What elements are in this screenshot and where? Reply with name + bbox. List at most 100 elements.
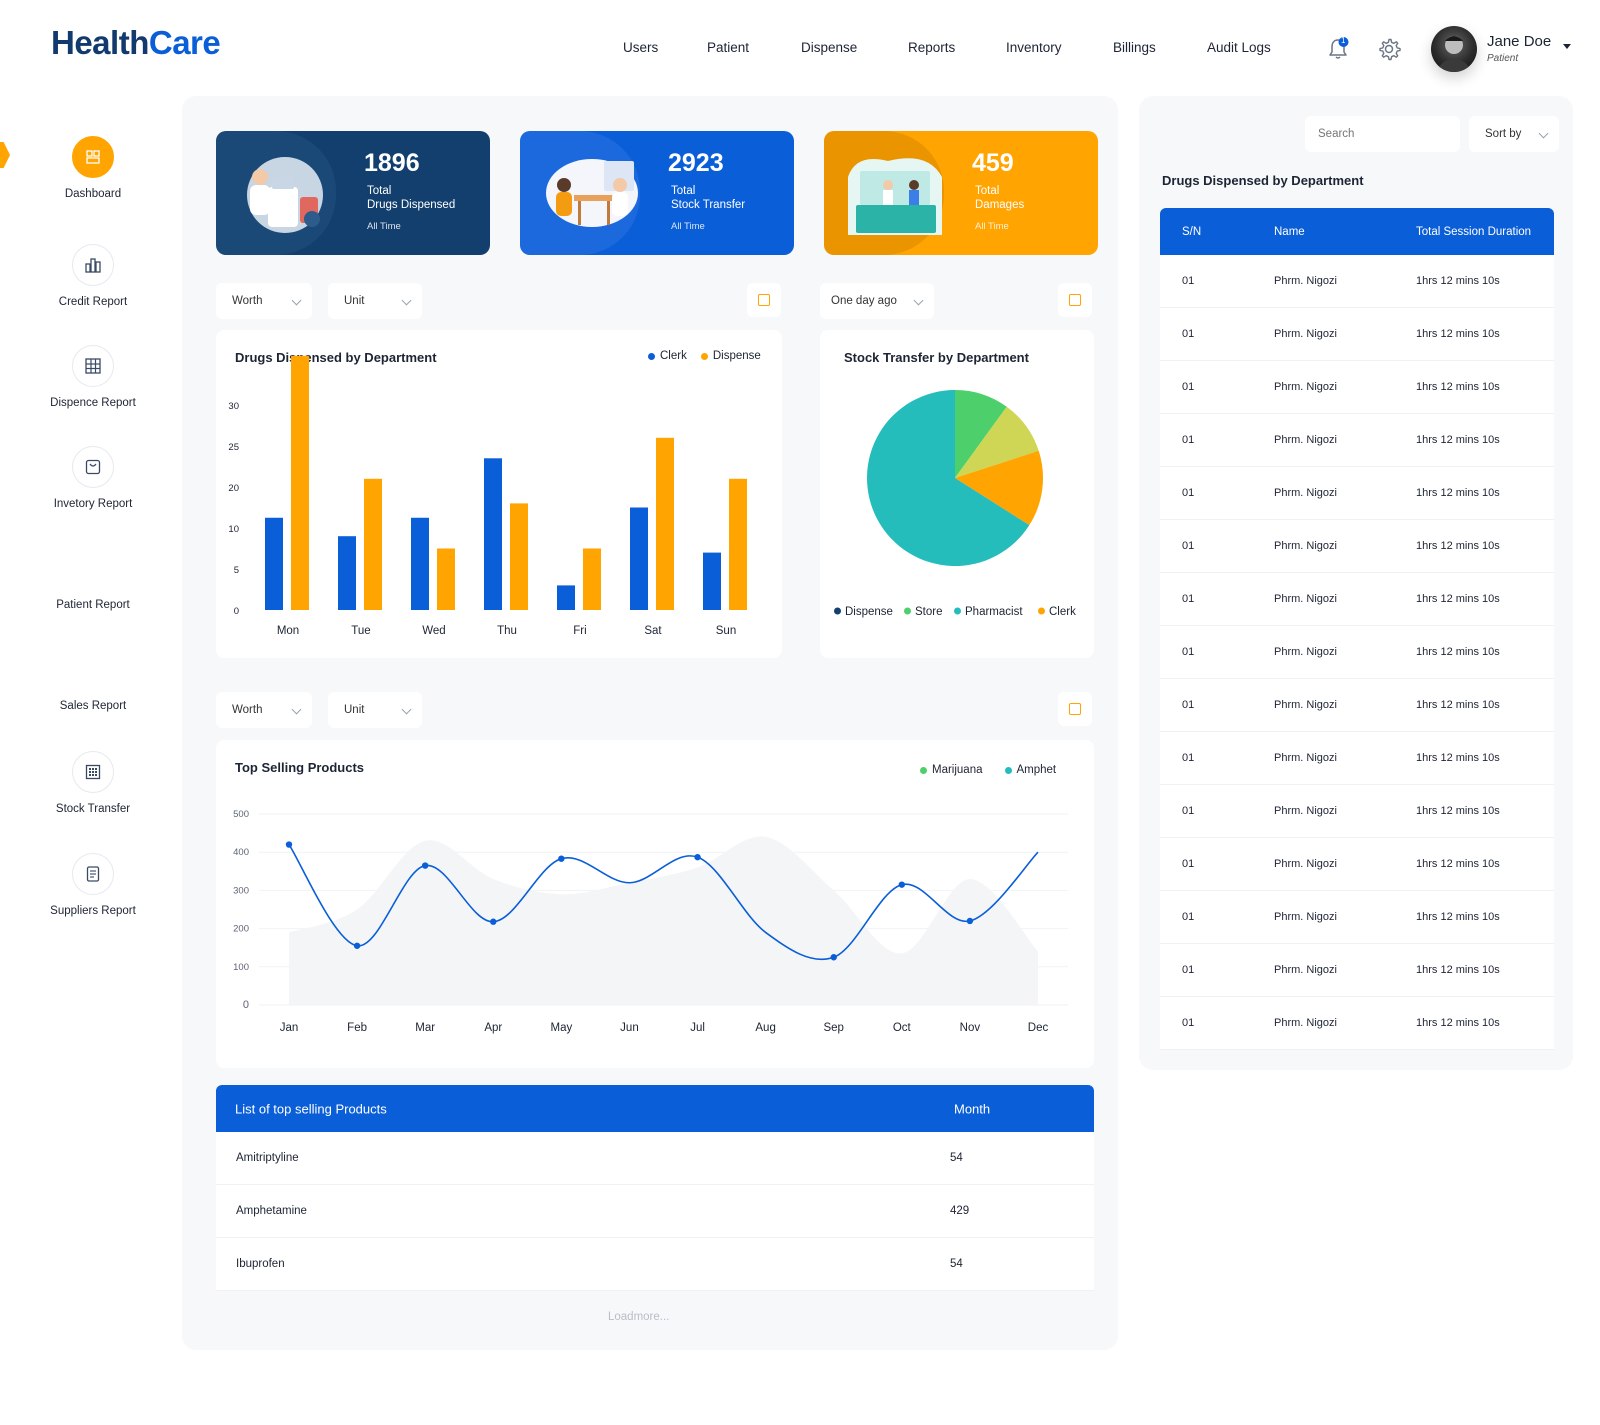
stat-card-stock-transfer[interactable]: 2923 Total Stock Transfer All Time: [520, 131, 794, 255]
expand-line-chart-button[interactable]: [1058, 692, 1092, 726]
user-name[interactable]: Jane Doe: [1487, 33, 1552, 50]
product-name: Amitriptyline: [236, 1152, 299, 1164]
notification-bell-icon[interactable]: 1: [1325, 36, 1351, 62]
bar-clerk-wed[interactable]: [411, 517, 429, 610]
table-row[interactable]: 01 Phrm. Nigozi 1hrs 12 mins 10s: [1160, 361, 1554, 414]
table-row[interactable]: 01 Phrm. Nigozi 1hrs 12 mins 10s: [1160, 891, 1554, 944]
pie-slice-pharmacist[interactable]: [955, 406, 1039, 478]
line-series-amphet[interactable]: [288, 844, 1039, 961]
cell-name: Phrm. Nigozi: [1274, 752, 1337, 764]
table-row[interactable]: 01 Phrm. Nigozi 1hrs 12 mins 10s: [1160, 308, 1554, 361]
table-row[interactable]: 01 Phrm. Nigozi 1hrs 12 mins 10s: [1160, 785, 1554, 838]
nav-dispense[interactable]: Dispense: [801, 40, 858, 55]
product-value: 429: [950, 1205, 970, 1217]
pie-slice-store[interactable]: [955, 390, 1007, 478]
bar-clerk-mon[interactable]: [265, 517, 283, 610]
bar-clerk-fri[interactable]: [557, 585, 575, 610]
bar-clerk-tue[interactable]: [338, 536, 356, 610]
table-row[interactable]: 01 Phrm. Nigozi 1hrs 12 mins 10s: [1160, 626, 1554, 679]
table-row[interactable]: 01 Phrm. Nigozi 1hrs 12 mins 10s: [1160, 944, 1554, 997]
worth-select[interactable]: Worth: [216, 283, 312, 319]
expand-icon: [758, 294, 770, 306]
line-point-nov[interactable]: [966, 917, 974, 925]
cell-sn: 01: [1182, 911, 1195, 923]
table-row[interactable]: Amitriptyline 54: [216, 1132, 1094, 1185]
nav-inventory[interactable]: Inventory: [1006, 40, 1062, 55]
table-row[interactable]: 01 Phrm. Nigozi 1hrs 12 mins 10s: [1160, 838, 1554, 891]
sidebar-item-credit-report[interactable]: Credit Report: [40, 244, 146, 308]
sidebar-item-patient-report[interactable]: Patient Report: [40, 599, 146, 611]
search-input[interactable]: [1305, 116, 1460, 152]
bar-clerk-sat[interactable]: [630, 507, 648, 611]
line-point-mar[interactable]: [421, 862, 429, 869]
line-point-apr[interactable]: [490, 918, 497, 925]
nav-patient[interactable]: Patient: [707, 40, 750, 55]
pie-slice-dispense[interactable]: [867, 390, 1030, 566]
sidebar-item-dispence-report[interactable]: Dispence Report: [40, 345, 146, 409]
sidebar-item-dashboard[interactable]: Dashboard: [40, 136, 146, 200]
sidebar-item-stock-transfer[interactable]: Stock Transfer: [40, 751, 146, 815]
table-row[interactable]: 01 Phrm. Nigozi 1hrs 12 mins 10s: [1160, 732, 1554, 785]
bar-dispense-sun[interactable]: [729, 478, 747, 610]
cell-sn: 01: [1182, 1017, 1195, 1029]
x-tick-label: Sun: [716, 625, 736, 637]
bar-clerk-sun[interactable]: [703, 552, 721, 610]
line-point-sep[interactable]: [830, 954, 837, 961]
sidebar-item-sales-report[interactable]: Sales Report: [40, 700, 146, 712]
bar-dispense-thu[interactable]: [510, 503, 528, 610]
x-tick-label: Feb: [347, 1022, 367, 1034]
sort-select[interactable]: Sort by: [1469, 116, 1559, 152]
table-row[interactable]: 01 Phrm. Nigozi 1hrs 12 mins 10s: [1160, 255, 1554, 308]
table-row[interactable]: Ibuprofen 54: [216, 1238, 1094, 1291]
user-menu-caret-icon[interactable]: [1563, 44, 1571, 49]
line-point-feb[interactable]: [353, 942, 361, 949]
unit-select-2[interactable]: Unit: [328, 692, 422, 728]
stat-card-drugs-dispensed[interactable]: 1896 Total Drugs Dispensed All Time: [216, 131, 490, 255]
line-point-jan[interactable]: [285, 841, 293, 848]
expand-icon: [1069, 294, 1081, 306]
worth-select-2[interactable]: Worth: [216, 692, 312, 728]
table-row[interactable]: 01 Phrm. Nigozi 1hrs 12 mins 10s: [1160, 573, 1554, 626]
line-point-oct[interactable]: [898, 881, 906, 888]
legend-dot-amphet: [1004, 766, 1012, 774]
table-row[interactable]: 01 Phrm. Nigozi 1hrs 12 mins 10s: [1160, 414, 1554, 467]
sidebar-item-inventory-report[interactable]: Invetory Report: [40, 446, 146, 510]
stat-card-damages[interactable]: 459 Total Damages All Time: [824, 131, 1098, 255]
table-row[interactable]: 01 Phrm. Nigozi 1hrs 12 mins 10s: [1160, 997, 1554, 1050]
table-row[interactable]: 01 Phrm. Nigozi 1hrs 12 mins 10s: [1160, 679, 1554, 732]
bar-dispense-wed[interactable]: [437, 548, 455, 611]
line-point-may[interactable]: [558, 855, 565, 862]
sidebar-label-stock-transfer: Stock Transfer: [55, 803, 131, 815]
bar-dispense-mon[interactable]: [291, 355, 309, 610]
sidebar-item-suppliers-report[interactable]: Suppliers Report: [40, 853, 146, 917]
pie-slice-clerk[interactable]: [955, 450, 1043, 526]
time-select[interactable]: One day ago: [820, 283, 934, 319]
x-tick-label: Sep: [823, 1022, 843, 1034]
user-avatar[interactable]: [1431, 26, 1477, 72]
expand-bar-chart-button[interactable]: [747, 283, 781, 317]
bar-dispense-sat[interactable]: [656, 437, 674, 610]
legend-label-amphet: Amphet: [1016, 764, 1057, 776]
loadmore-link[interactable]: Loadmore...: [608, 1311, 670, 1323]
bar-dispense-fri[interactable]: [583, 548, 601, 611]
expand-pie-chart-button[interactable]: [1058, 283, 1092, 317]
bar-clerk-thu[interactable]: [484, 458, 502, 610]
x-tick-label: Dec: [1028, 1022, 1049, 1034]
table-row[interactable]: 01 Phrm. Nigozi 1hrs 12 mins 10s: [1160, 520, 1554, 573]
nav-reports[interactable]: Reports: [908, 40, 956, 55]
pie-chart-card: Stock Transfer by Department Dispense Sto…: [820, 330, 1094, 658]
unit-select[interactable]: Unit: [328, 283, 422, 319]
cell-sn: 01: [1182, 328, 1195, 340]
brand-part2: Care: [148, 24, 221, 61]
nav-users[interactable]: Users: [623, 40, 659, 55]
legend-dot-clerk: [648, 352, 655, 360]
nav-billings[interactable]: Billings: [1113, 40, 1156, 55]
line-point-jul[interactable]: [694, 853, 701, 861]
brand-logo[interactable]: HealthCare: [51, 24, 221, 62]
settings-gear-icon[interactable]: [1376, 36, 1402, 62]
table-row[interactable]: 01 Phrm. Nigozi 1hrs 12 mins 10s: [1160, 467, 1554, 520]
table-row[interactable]: Amphetamine 429: [216, 1185, 1094, 1238]
nav-audit-logs[interactable]: Audit Logs: [1207, 40, 1271, 55]
bar-dispense-tue[interactable]: [364, 478, 382, 610]
worth-select-value: Worth: [232, 704, 263, 716]
